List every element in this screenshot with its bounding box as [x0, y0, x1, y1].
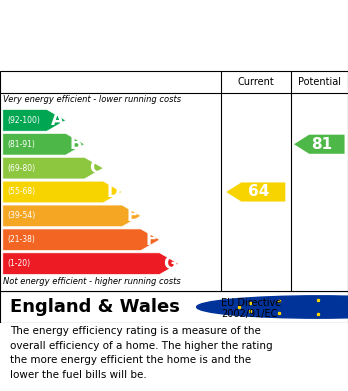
Text: (1-20): (1-20): [7, 259, 30, 268]
Text: Potential: Potential: [298, 77, 341, 87]
Polygon shape: [3, 109, 66, 131]
Polygon shape: [3, 229, 160, 251]
Text: F: F: [145, 231, 157, 249]
Text: G: G: [163, 255, 177, 273]
Text: (39-54): (39-54): [7, 212, 35, 221]
Polygon shape: [294, 135, 345, 154]
Text: (55-68): (55-68): [7, 188, 35, 197]
Polygon shape: [226, 183, 285, 201]
Text: A: A: [51, 111, 64, 129]
Text: D: D: [107, 183, 120, 201]
Text: (81-91): (81-91): [7, 140, 35, 149]
Polygon shape: [3, 157, 103, 179]
Text: England & Wales: England & Wales: [10, 298, 180, 316]
Text: (21-38): (21-38): [7, 235, 35, 244]
Text: 2002/91/EC: 2002/91/EC: [221, 309, 277, 319]
Text: Very energy efficient - lower running costs: Very energy efficient - lower running co…: [3, 95, 182, 104]
Text: 81: 81: [311, 137, 332, 152]
Text: Not energy efficient - higher running costs: Not energy efficient - higher running co…: [3, 277, 181, 286]
Polygon shape: [3, 205, 141, 227]
Circle shape: [197, 296, 348, 318]
Polygon shape: [3, 181, 122, 203]
Text: E: E: [127, 207, 138, 225]
Text: The energy efficiency rating is a measure of the
overall efficiency of a home. T: The energy efficiency rating is a measur…: [10, 326, 273, 380]
Text: C: C: [89, 159, 101, 177]
Text: (92-100): (92-100): [7, 116, 40, 125]
Text: EU Directive: EU Directive: [221, 298, 281, 308]
Polygon shape: [3, 133, 85, 155]
Text: B: B: [70, 135, 82, 153]
Polygon shape: [3, 253, 179, 274]
Text: Energy Efficiency Rating: Energy Efficiency Rating: [10, 7, 220, 22]
Text: 64: 64: [248, 185, 269, 199]
Text: Current: Current: [237, 77, 274, 87]
Text: (69-80): (69-80): [7, 163, 35, 172]
